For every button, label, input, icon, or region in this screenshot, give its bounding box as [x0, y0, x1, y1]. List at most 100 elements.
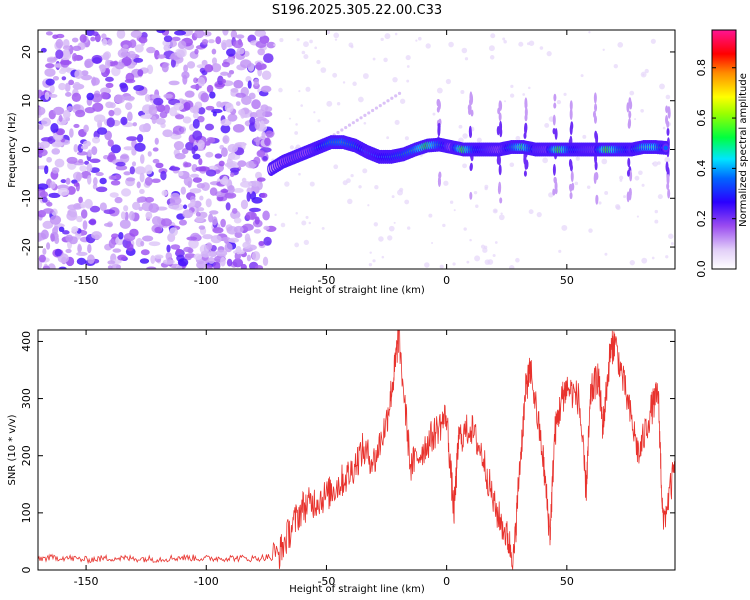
faint-dot	[670, 242, 674, 246]
noise-blob	[46, 201, 53, 207]
noise-blob	[78, 158, 84, 164]
faint-dot	[383, 57, 388, 63]
colorbar: 0.0 0.2 0.4 0.6 0.8 Normalized spectral ampl…	[695, 29, 749, 278]
x-tick-label: -50	[317, 274, 335, 287]
faint-dot	[657, 194, 663, 200]
vertical-streak	[595, 195, 599, 205]
x-tick-label: -100	[194, 575, 219, 588]
noise-blob	[214, 153, 223, 159]
faint-dot	[342, 81, 346, 84]
noise-blob	[199, 195, 204, 201]
faint-dot	[309, 181, 315, 187]
vertical-streak	[499, 127, 503, 138]
noise-blob	[225, 202, 231, 211]
noise-blob	[231, 207, 238, 214]
noise-blob	[161, 189, 168, 197]
signal-core	[663, 145, 668, 151]
faint-dot	[504, 100, 507, 103]
vertical-streak	[569, 108, 573, 121]
noise-blob	[39, 141, 50, 149]
noise-blob	[139, 124, 149, 133]
noise-blob	[129, 39, 137, 49]
faint-dot	[586, 185, 591, 189]
noise-blob	[86, 92, 95, 101]
noise-blob	[205, 151, 214, 158]
noise-blob	[186, 236, 198, 241]
noise-blob	[154, 137, 159, 145]
noise-blob	[153, 97, 164, 106]
faint-dot	[650, 38, 656, 44]
faint-dot	[298, 172, 301, 176]
noise-blob	[83, 124, 89, 133]
faint-dot	[313, 111, 316, 114]
noise-blob	[220, 71, 229, 76]
noise-blob	[234, 232, 243, 238]
vertical-streak	[496, 125, 500, 136]
faint-dot	[528, 40, 535, 46]
vertical-streak	[437, 176, 441, 187]
noise-blob	[254, 120, 260, 130]
vertical-streak	[469, 191, 473, 200]
noise-blob	[206, 84, 214, 93]
noise-blob	[157, 54, 166, 59]
noise-blob	[44, 165, 49, 175]
noise-blob	[113, 107, 122, 116]
faint-dot	[539, 46, 544, 50]
noise-blob	[228, 237, 240, 243]
noise-blob	[266, 41, 276, 49]
noise-blob	[254, 30, 267, 37]
vertical-streak	[524, 160, 528, 170]
faint-dot	[332, 72, 338, 78]
noise-blob	[146, 266, 157, 269]
noise-blob	[192, 118, 200, 129]
faint-dot	[463, 227, 467, 231]
vertical-streak	[554, 180, 558, 192]
faint-dot	[665, 255, 669, 259]
snr-data	[38, 330, 675, 570]
faint-dot	[475, 204, 479, 208]
diagonal-dot	[371, 108, 375, 113]
noise-blob	[240, 59, 252, 69]
snr-y-axis: 0 100 200 300 400	[20, 331, 675, 574]
vertical-streak	[553, 93, 557, 102]
vertical-streak	[552, 188, 556, 196]
x-tick-label: -150	[74, 274, 99, 287]
noise-blob	[69, 128, 74, 138]
noise-blob	[221, 78, 226, 84]
noise-blob	[170, 244, 181, 250]
diagonal-dot	[351, 121, 355, 125]
noise-blob	[62, 45, 71, 51]
noise-blob	[77, 143, 84, 153]
noise-blob	[137, 198, 146, 203]
noise-blob	[73, 81, 81, 91]
colorbar-frame	[711, 29, 737, 270]
faint-dot	[273, 43, 276, 47]
faint-dot	[394, 32, 398, 36]
noise-blob	[123, 205, 129, 212]
noise-blob	[224, 102, 234, 113]
vertical-streak	[469, 162, 473, 171]
faint-dot	[443, 180, 449, 186]
noise-blob	[241, 141, 246, 151]
noise-blob	[91, 77, 100, 86]
noise-blob	[235, 34, 245, 39]
noise-blob	[190, 84, 202, 90]
colorbar-tick-label: 0.0	[695, 260, 708, 278]
faint-dot	[659, 83, 665, 90]
faint-dot	[510, 84, 514, 89]
faint-dot	[333, 32, 340, 39]
noise-blob	[44, 68, 56, 77]
faint-dot	[515, 257, 520, 263]
noise-blob	[46, 156, 52, 163]
noise-blob	[201, 39, 209, 45]
noise-blob	[127, 111, 133, 122]
noise-blob	[256, 150, 266, 158]
faint-dot	[619, 179, 623, 182]
noise-blob	[260, 38, 269, 43]
noise-blob	[197, 76, 206, 87]
snr-y-label: SNR (10 * v/v)	[7, 414, 18, 485]
faint-dot	[484, 186, 488, 191]
faint-dot	[368, 262, 373, 267]
faint-dot	[296, 38, 300, 42]
noise-blob	[263, 53, 274, 64]
